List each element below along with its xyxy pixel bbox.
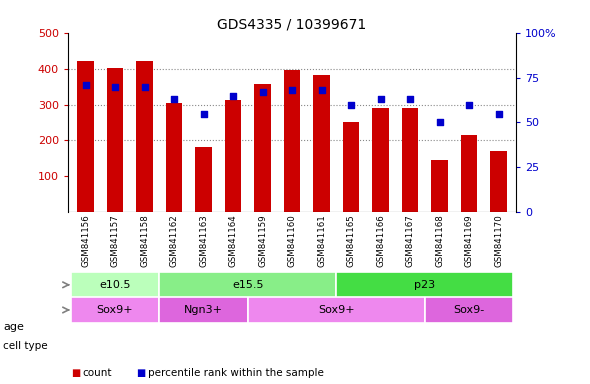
Text: count: count: [83, 368, 112, 378]
Text: e15.5: e15.5: [232, 280, 264, 290]
Text: Sox9+: Sox9+: [97, 305, 133, 315]
Text: GSM841160: GSM841160: [287, 214, 297, 267]
Text: GSM841170: GSM841170: [494, 214, 503, 267]
Point: [110, 83, 120, 89]
Point: [494, 111, 503, 117]
Text: GSM841167: GSM841167: [405, 214, 415, 267]
Bar: [225, 100, 241, 212]
Text: p23: p23: [414, 280, 435, 290]
Bar: [284, 70, 300, 212]
Point: [199, 111, 208, 117]
Text: Sox9+: Sox9+: [318, 305, 355, 315]
Bar: [461, 135, 477, 212]
Text: GSM841164: GSM841164: [228, 214, 238, 267]
Point: [258, 89, 267, 95]
Point: [169, 96, 179, 102]
Text: Sox9-: Sox9-: [454, 305, 484, 315]
Bar: [159, 272, 336, 297]
Text: GSM841162: GSM841162: [169, 214, 179, 267]
Text: GSM841158: GSM841158: [140, 214, 149, 267]
Text: age: age: [3, 322, 24, 332]
Text: ■: ■: [71, 368, 80, 378]
Bar: [425, 297, 513, 323]
Bar: [402, 108, 418, 212]
Point: [346, 101, 356, 108]
Bar: [372, 108, 389, 212]
Bar: [195, 147, 212, 212]
Text: GSM841159: GSM841159: [258, 214, 267, 267]
Text: ■: ■: [136, 368, 145, 378]
Text: cell type: cell type: [3, 341, 48, 351]
Title: GDS4335 / 10399671: GDS4335 / 10399671: [218, 18, 366, 31]
Point: [317, 87, 326, 93]
Text: GSM841156: GSM841156: [81, 214, 90, 267]
Bar: [336, 272, 513, 297]
Text: GSM841163: GSM841163: [199, 214, 208, 267]
Bar: [107, 68, 123, 212]
Bar: [71, 297, 159, 323]
Point: [435, 119, 444, 126]
Bar: [313, 75, 330, 212]
Bar: [254, 84, 271, 212]
Bar: [71, 272, 159, 297]
Bar: [159, 297, 248, 323]
Bar: [490, 151, 507, 212]
Text: GSM841161: GSM841161: [317, 214, 326, 267]
Bar: [248, 297, 425, 323]
Bar: [343, 122, 359, 212]
Point: [405, 96, 415, 102]
Bar: [431, 160, 448, 212]
Text: GSM841157: GSM841157: [110, 214, 120, 267]
Text: e10.5: e10.5: [99, 280, 131, 290]
Bar: [166, 103, 182, 212]
Point: [81, 82, 90, 88]
Point: [228, 93, 238, 99]
Text: GSM841169: GSM841169: [464, 214, 474, 267]
Text: Ngn3+: Ngn3+: [184, 305, 223, 315]
Text: GSM841166: GSM841166: [376, 214, 385, 267]
Text: GSM841168: GSM841168: [435, 214, 444, 267]
Point: [464, 101, 474, 108]
Bar: [77, 61, 94, 212]
Point: [140, 83, 149, 89]
Text: GSM841165: GSM841165: [346, 214, 356, 267]
Point: [287, 87, 297, 93]
Point: [376, 96, 385, 102]
Text: percentile rank within the sample: percentile rank within the sample: [148, 368, 323, 378]
Bar: [136, 61, 153, 212]
